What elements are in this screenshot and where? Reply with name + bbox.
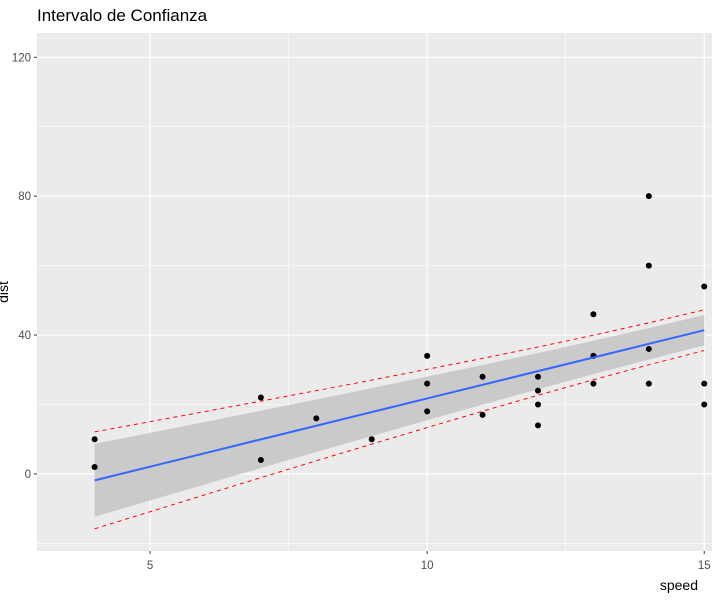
data-point: [257, 457, 264, 464]
data-point: [701, 283, 708, 290]
data-point: [534, 401, 541, 408]
data-point: [645, 380, 652, 387]
x-tick-label: 15: [698, 560, 711, 572]
data-point: [257, 394, 264, 401]
data-point: [645, 345, 652, 352]
data-point: [534, 422, 541, 429]
x-tick-label: 10: [421, 560, 434, 572]
y-tick-label: 80: [18, 191, 31, 203]
data-point: [313, 415, 320, 422]
data-point: [479, 373, 486, 380]
data-point: [534, 373, 541, 380]
data-point: [701, 380, 708, 387]
data-point: [424, 408, 431, 415]
lower-interval-line: [94, 350, 705, 530]
data-point: [368, 436, 375, 443]
data-point: [590, 311, 597, 318]
data-point: [424, 380, 431, 387]
data-point: [534, 387, 541, 394]
regression-line: [94, 329, 705, 482]
data-point: [645, 262, 652, 269]
y-tick-label: 120: [12, 52, 31, 64]
confidence-band: [94, 314, 705, 517]
x-axis-label: speed: [660, 577, 698, 593]
chart-title: Intervalo de Confianza: [37, 6, 208, 25]
data-point: [479, 411, 486, 418]
y-tick-label: 0: [25, 469, 31, 481]
data-point: [91, 436, 98, 443]
data-point: [590, 380, 597, 387]
data-point: [424, 352, 431, 359]
x-tick-label: 5: [147, 560, 153, 572]
data-point: [91, 463, 98, 470]
y-axis-label: dist: [0, 281, 11, 303]
data-point: [701, 401, 708, 408]
data-point: [645, 193, 652, 200]
y-tick-label: 40: [18, 330, 31, 342]
